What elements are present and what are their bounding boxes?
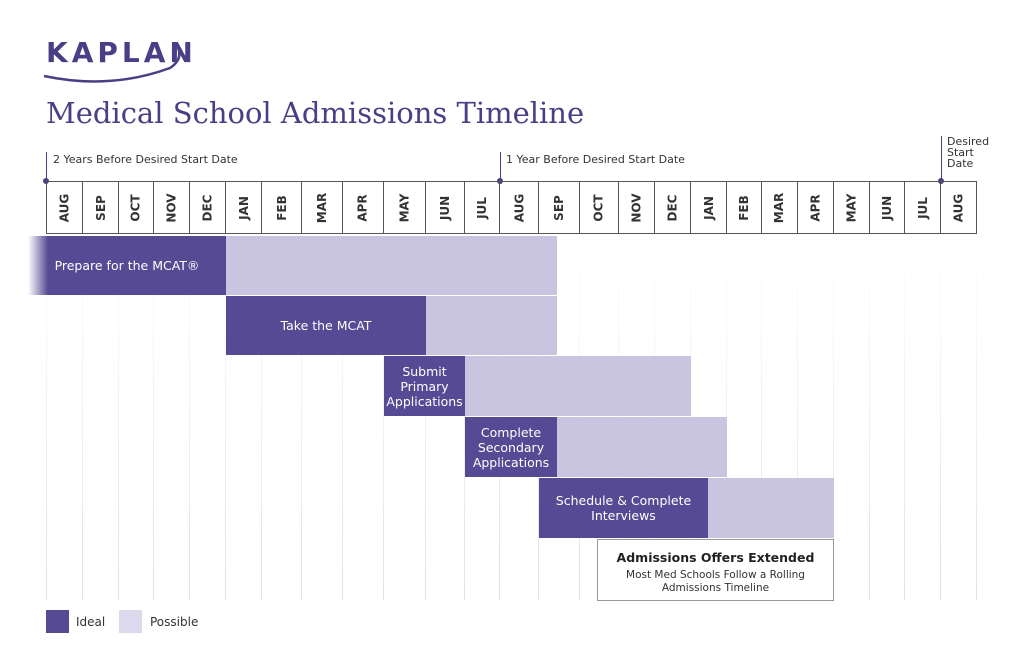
grid-line [118,234,119,600]
month-label: AUG [951,193,966,222]
grid-line [342,234,343,600]
title: Medical School Admissions Timeline [46,96,585,130]
grid-line [425,234,426,600]
month-label: DEC [200,194,215,221]
month-cell: NOV [153,181,189,234]
month-label: APR [355,193,370,222]
possible-bar [465,356,691,416]
marker-line [46,152,47,182]
month-cell: APR [342,181,383,234]
month-cell: SEP [538,181,579,234]
month-cell: OCT [118,181,153,234]
month-cell: DEC [654,181,690,234]
month-label: JUL [915,196,930,219]
month-cell: FEB [726,181,761,234]
month-cell: FEB [261,181,301,234]
grid-line [189,234,190,600]
possible-bar [426,296,557,355]
month-cell: JAN [225,181,261,234]
marker-label: 2 Years Before Desired Start Date [53,153,238,166]
month-label: JUL [474,196,489,219]
grid-line [904,234,905,600]
month-cell: AUG [46,181,82,234]
month-cell: JUL [904,181,940,234]
legend-label: Possible [150,615,199,629]
month-label: DEC [665,194,680,221]
logo: KAPLAN [46,36,197,69]
month-cell: JUN [869,181,904,234]
month-label: SEP [93,194,108,221]
month-cell: JUN [425,181,464,234]
month-label: OCT [591,193,606,222]
grid-line [976,234,977,600]
month-label: SEP [551,194,566,221]
grid-line [797,234,798,600]
month-cell: MAY [833,181,869,234]
marker-label: Desired Start Date [947,135,990,170]
month-cell: MAR [761,181,797,234]
month-label: MAR [772,192,787,223]
possible-bar [708,478,834,538]
grid-line [940,234,941,600]
offers-note: Most Med Schools Follow a Rolling Admiss… [626,569,805,594]
month-label: APR [808,193,823,222]
ideal-bar: Take the MCAT [226,296,426,355]
logo-swoosh [43,43,181,83]
grid-line [869,234,870,600]
month-label: JAN [701,195,716,220]
offers-title: Admissions Offers Extended [616,550,815,565]
month-cell: APR [797,181,833,234]
possible-bar [226,236,557,295]
ideal-bar: Prepare for the MCAT® [28,236,226,295]
grid-line [46,234,47,600]
grid-line [383,234,384,600]
month-label: AUG [57,193,72,222]
marker-label: 1 Year Before Desired Start Date [506,153,685,166]
month-label: MAR [315,192,329,223]
month-cell: NOV [618,181,654,234]
ideal-bar: Schedule & Complete Interviews [539,478,708,538]
month-cell: AUG [499,181,538,234]
month-label: AUG [511,193,526,222]
marker-line [941,136,942,182]
ideal-bar: Complete Secondary Applications [465,417,557,477]
month-label: JUN [879,195,894,220]
month-label: FEB [736,194,751,221]
month-label: JAN [236,195,251,220]
month-cell: SEP [82,181,118,234]
ideal-bar: Submit Primary Applications [384,356,465,416]
offers-box: Admissions Offers Extended Most Med Scho… [597,539,834,601]
month-label: MAY [397,193,412,222]
grid-line [225,234,226,600]
month-label: NOV [629,192,644,223]
grid-line [301,234,302,600]
month-cell: JUL [464,181,499,234]
month-label: MAY [844,193,859,222]
grid-line [464,234,465,600]
legend-label: Ideal [76,615,106,629]
grid-line [82,234,83,600]
month-cell: MAR [301,181,342,234]
month-label: OCT [128,193,143,222]
month-cell: MAY [383,181,425,234]
legend-swatch [46,610,69,633]
month-cell: JAN [690,181,726,234]
month-label: NOV [164,192,179,223]
grid-line [833,234,834,600]
grid-line [153,234,154,600]
month-label: JUN [437,195,452,220]
marker-line [500,152,501,182]
grid-line [761,234,762,600]
month-cell: AUG [940,181,976,234]
grid-line [261,234,262,600]
month-cell: OCT [579,181,618,234]
legend-swatch [119,610,142,633]
month-cell: DEC [189,181,225,234]
month-label: FEB [274,194,289,221]
possible-bar [557,417,727,477]
